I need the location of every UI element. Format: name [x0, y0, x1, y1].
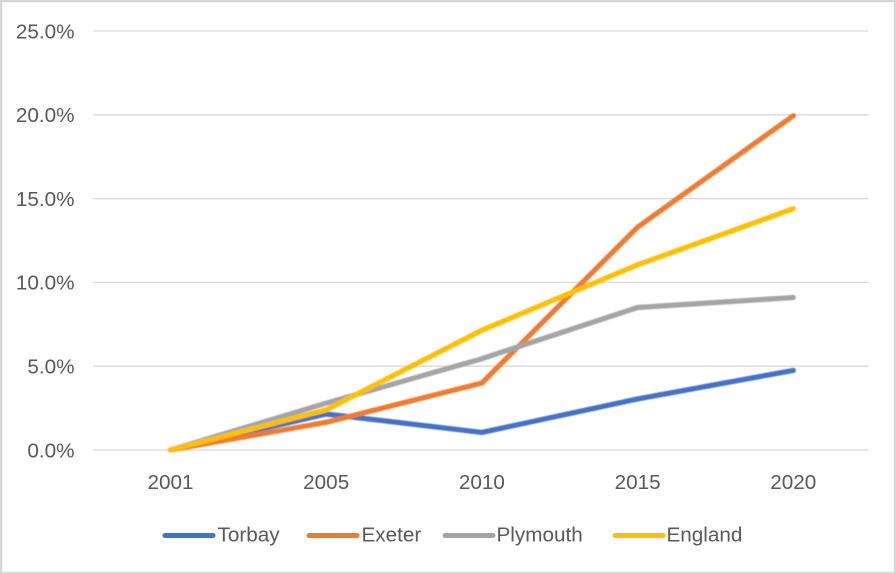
svg-text:Exeter: Exeter: [362, 524, 422, 547]
svg-text:10.0%: 10.0%: [16, 272, 75, 295]
svg-text:2015: 2015: [615, 471, 661, 494]
svg-text:England: England: [667, 524, 743, 547]
svg-text:20.0%: 20.0%: [16, 104, 75, 127]
svg-text:Torbay: Torbay: [218, 524, 281, 547]
svg-text:Plymouth: Plymouth: [497, 524, 583, 547]
svg-text:2001: 2001: [147, 471, 193, 494]
svg-text:2010: 2010: [459, 471, 505, 494]
svg-text:25.0%: 25.0%: [16, 20, 75, 43]
svg-text:2020: 2020: [770, 471, 816, 494]
svg-text:15.0%: 15.0%: [16, 188, 75, 211]
svg-text:2005: 2005: [303, 471, 349, 494]
svg-text:5.0%: 5.0%: [27, 356, 74, 379]
svg-text:0.0%: 0.0%: [27, 439, 74, 462]
